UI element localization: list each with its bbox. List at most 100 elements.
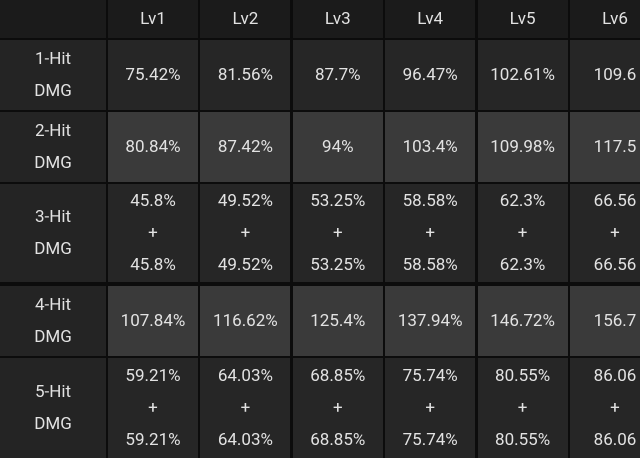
value-cell: 116.62%: [200, 286, 291, 356]
value-cell: 49.52% +49.52%: [200, 184, 291, 282]
cell-text: Lv5: [509, 9, 536, 29]
row-label: 3-Hit DMG: [0, 184, 106, 282]
cell-text: 156.7: [593, 311, 637, 331]
cell-text: 75.42%: [125, 65, 181, 85]
cell-text: DMG: [34, 327, 72, 347]
cell-text: 86.06: [593, 430, 637, 450]
cell-text: 109.98%: [490, 137, 555, 157]
row-label: 1-Hit DMG: [0, 40, 106, 110]
cell-text: 59.21%: [125, 430, 181, 450]
cell-text: 64.03%: [217, 366, 273, 386]
cell-text: Lv1: [140, 9, 166, 29]
cell-text: Lv3: [324, 9, 351, 29]
cell-text: 117.5: [593, 137, 637, 157]
cell-text: 68.85%: [310, 430, 366, 450]
value-cell: 53.25% +53.25%: [292, 184, 383, 282]
cell-text: 94%: [322, 137, 354, 157]
cell-text: 2-Hit: [34, 121, 72, 141]
cell-text: 53.25%: [310, 255, 366, 275]
value-cell: 103.4%: [385, 112, 476, 182]
value-cell: 137.94%: [385, 286, 476, 356]
value-cell: 75.42%: [108, 40, 198, 110]
cell-text: 116.62%: [213, 311, 278, 331]
row-label: 4-Hit DMG: [0, 286, 106, 356]
cell-text: 4-Hit: [34, 295, 72, 315]
cell-text: 66.56: [593, 255, 637, 275]
value-cell: 102.61%: [477, 40, 568, 110]
cell-text: 75.74%: [402, 366, 458, 386]
cell-text: 49.52%: [217, 255, 273, 275]
cell-text: Lv4: [417, 9, 444, 29]
cell-text: 102.61%: [490, 65, 555, 85]
column-header: Lv6: [570, 0, 640, 38]
value-cell: 68.85% +68.85%: [292, 358, 383, 458]
value-cell: 86.06 +86.06: [570, 358, 640, 458]
cell-text: 75.74%: [402, 430, 458, 450]
cell-text: +: [610, 398, 620, 418]
cell-text: 66.56: [593, 191, 637, 211]
cell-text: 86.06: [593, 366, 637, 386]
column-header: Lv5: [477, 0, 568, 38]
cell-text: 87.42%: [217, 137, 273, 157]
cell-text: 1-Hit: [34, 49, 72, 69]
column-header: Lv3: [292, 0, 383, 38]
value-cell: 87.7%: [292, 40, 383, 110]
cell-text: DMG: [34, 153, 72, 173]
value-cell: 96.47%: [385, 40, 476, 110]
value-cell: 125.4%: [292, 286, 383, 356]
cell-text: 3-Hit: [34, 207, 72, 227]
cell-text: DMG: [34, 239, 72, 259]
column-header: Lv2: [200, 0, 291, 38]
cell-text: +: [148, 223, 158, 243]
cell-text: 107.84%: [120, 311, 186, 331]
cell-text: 103.4%: [402, 137, 458, 157]
cell-text: 109.6: [593, 65, 637, 85]
cell-text: 81.56%: [217, 65, 273, 85]
cell-text: DMG: [34, 81, 72, 101]
row-label: 2-Hit DMG: [0, 112, 106, 182]
cell-text: 80.84%: [125, 137, 181, 157]
cell-text: 80.55%: [495, 366, 551, 386]
cell-text: 68.85%: [310, 366, 366, 386]
cell-text: +: [240, 223, 251, 243]
value-cell: 87.42%: [200, 112, 291, 182]
cell-text: 137.94%: [397, 311, 463, 331]
value-cell: 80.55% +80.55%: [477, 358, 568, 458]
cell-text: 58.58%: [402, 255, 458, 275]
cell-text: 45.8%: [130, 255, 176, 275]
cell-text: 45.8%: [130, 191, 176, 211]
cell-text: 146.72%: [490, 311, 555, 331]
cell-text: +: [425, 398, 436, 418]
value-cell: 117.5: [570, 112, 640, 182]
cell-text: +: [240, 398, 251, 418]
cell-text: +: [332, 223, 343, 243]
row-label: 5-Hit DMG: [0, 358, 106, 458]
cell-text: 96.47%: [402, 65, 458, 85]
cell-text: 87.7%: [314, 65, 361, 85]
value-cell: 81.56%: [200, 40, 291, 110]
cell-text: 59.21%: [125, 366, 181, 386]
cell-text: 53.25%: [310, 191, 366, 211]
cell-text: Lv6: [602, 9, 628, 29]
cell-text: +: [517, 398, 528, 418]
cell-text: 125.4%: [310, 311, 366, 331]
cell-text: +: [425, 223, 436, 243]
value-cell: 66.56 +66.56: [570, 184, 640, 282]
value-cell: 75.74% +75.74%: [385, 358, 476, 458]
cell-text: 58.58%: [402, 191, 458, 211]
cell-text: 62.3%: [499, 191, 546, 211]
cell-text: DMG: [34, 414, 72, 434]
value-cell: 107.84%: [108, 286, 198, 356]
value-cell: 64.03% +64.03%: [200, 358, 291, 458]
value-cell: 80.84%: [108, 112, 198, 182]
value-cell: 58.58% +58.58%: [385, 184, 476, 282]
cell-text: 5-Hit: [34, 382, 72, 402]
column-header: Lv4: [385, 0, 476, 38]
cell-text: +: [517, 223, 528, 243]
cell-text: 62.3%: [499, 255, 546, 275]
value-cell: 94%: [292, 112, 383, 182]
header-corner: [0, 0, 106, 38]
cell-text: 64.03%: [217, 430, 273, 450]
value-cell: 146.72%: [477, 286, 568, 356]
